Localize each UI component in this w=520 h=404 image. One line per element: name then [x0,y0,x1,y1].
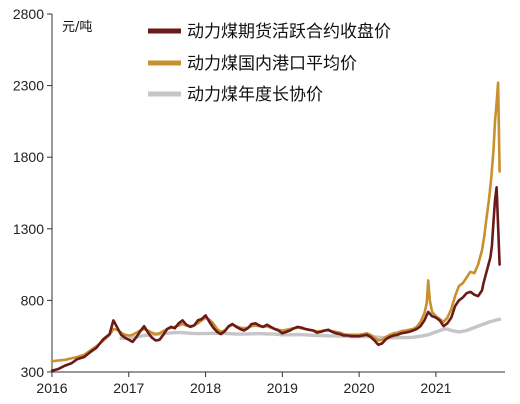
y-tick-label: 2800 [13,6,44,22]
series-line-2 [119,317,502,340]
x-tick-label: 2019 [267,380,298,396]
legend-label: 动力煤年度长协价 [187,85,323,105]
legend-label: 动力煤期货活跃合约收盘价 [187,22,391,42]
axes: 300 800 1300 1800 2300 2800 2016 2017 2018 2019 20… [13,6,505,396]
y-tick-label: 1800 [13,149,44,165]
y-tick-label: 1300 [13,221,44,237]
x-tick-label: 2018 [190,380,221,396]
x-tick-label: 2017 [113,380,144,396]
x-tick-label: 2021 [420,380,451,396]
y-tick-label: 2300 [13,78,44,94]
unit-label: 元/吨 [62,20,92,35]
series-line-1 [50,81,501,363]
legend-label: 动力煤国内港口平均价 [187,54,357,74]
y-tick-label: 800 [21,292,45,308]
x-tick-label: 2016 [36,380,67,396]
series-line-0 [50,186,501,372]
y-tick-label: 300 [21,364,45,380]
x-tick-label: 2020 [344,380,375,396]
series-lines [50,81,502,372]
